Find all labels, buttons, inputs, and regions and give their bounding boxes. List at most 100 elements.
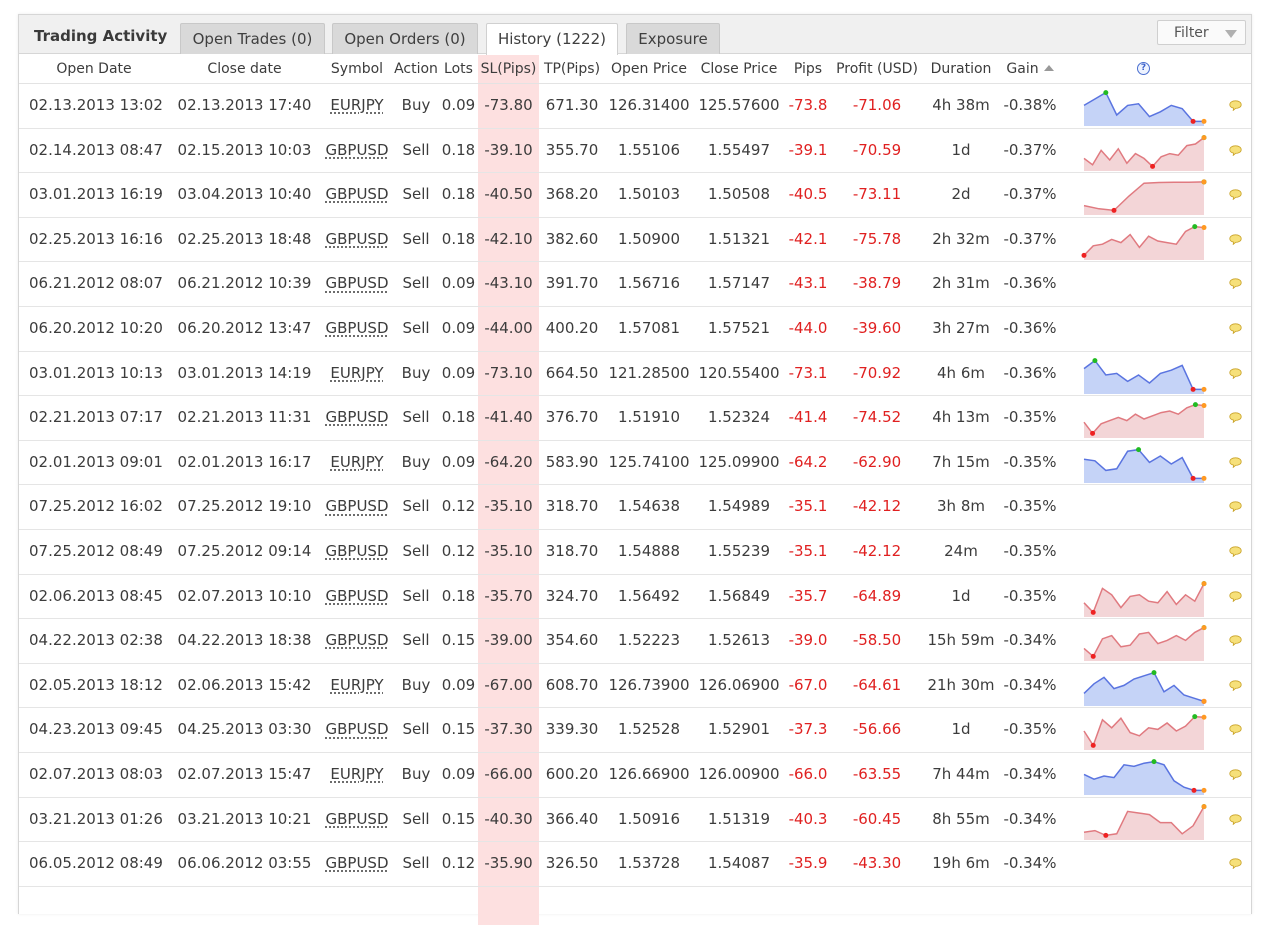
table-row[interactable]: 02.01.2013 09:01 02.01.2013 16:17 EURJPY Bu…: [19, 441, 1251, 486]
column-header-gain[interactable]: Gain: [1000, 61, 1060, 77]
table-row[interactable]: 02.05.2013 18:12 02.06.2013 15:42 EURJPY Bu…: [19, 664, 1251, 709]
gain-sparkline: [1083, 580, 1207, 617]
symbol-link[interactable]: GBPUSD: [325, 274, 389, 293]
profit-cell: -64.89: [852, 586, 902, 605]
filter-dropdown[interactable]: Filter: [1157, 20, 1246, 45]
column-header-tp[interactable]: TP(Pips): [543, 61, 601, 77]
comment-bubble-icon[interactable]: [1229, 724, 1242, 736]
comment-bubble-icon[interactable]: [1229, 412, 1242, 424]
table-row[interactable]: 06.20.2012 10:20 06.20.2012 13:47 GBPUSD Se…: [19, 307, 1251, 352]
table-row[interactable]: 02.25.2013 16:16 02.25.2013 18:48 GBPUSD Se…: [19, 218, 1251, 263]
symbol-link[interactable]: GBPUSD: [325, 185, 389, 204]
table-row[interactable]: 02.07.2013 08:03 02.07.2013 15:47 EURJPY Bu…: [19, 753, 1251, 798]
table-row[interactable]: 07.25.2012 08:49 07.25.2012 09:14 GBPUSD Se…: [19, 530, 1251, 575]
symbol-link[interactable]: EURJPY: [330, 452, 384, 471]
comment-bubble-icon[interactable]: [1229, 189, 1242, 201]
lots-cell: 0.18: [441, 408, 476, 427]
lots-cell: 0.09: [441, 319, 476, 337]
table-row[interactable]: 04.22.2013 02:38 04.22.2013 18:38 GBPUSD Se…: [19, 619, 1251, 664]
tab-open-orders[interactable]: Open Orders (0): [332, 23, 478, 54]
open-price-cell: 1.55106: [617, 140, 681, 159]
open-price-cell: 1.54888: [617, 542, 681, 560]
tab-exposure[interactable]: Exposure: [626, 23, 720, 54]
symbol-link[interactable]: EURJPY: [330, 675, 384, 694]
tab-open-trades[interactable]: Open Trades (0): [180, 23, 325, 54]
symbol-link[interactable]: GBPUSD: [325, 229, 389, 248]
tab-history[interactable]: History (1222): [486, 23, 618, 55]
comment-bubble-icon[interactable]: [1229, 680, 1242, 691]
column-header-sl[interactable]: SL(Pips): [480, 61, 537, 77]
table-row[interactable]: 02.13.2013 13:02 02.13.2013 17:40 EURJPY Bu…: [19, 84, 1251, 129]
symbol-link[interactable]: EURJPY: [330, 765, 384, 783]
table-row[interactable]: 02.21.2013 07:17 02.21.2013 11:31 GBPUSD Se…: [19, 396, 1251, 441]
table-row[interactable]: 02.14.2013 08:47 02.15.2013 10:03 GBPUSD Se…: [19, 129, 1251, 174]
column-header-duration[interactable]: Duration: [930, 61, 992, 77]
comment-bubble-icon[interactable]: [1229, 100, 1242, 111]
help-icon[interactable]: ?: [1137, 62, 1150, 75]
gain-sparkline: [1083, 402, 1207, 439]
sparkline-min-point: [1150, 163, 1156, 169]
gain-cell: -0.37%: [1003, 185, 1057, 204]
comment-bubble-icon[interactable]: [1229, 635, 1242, 647]
column-header-profit[interactable]: Profit (USD): [836, 61, 918, 77]
open-date-cell: 02.25.2013 16:16: [29, 229, 163, 248]
table-row[interactable]: 03.21.2013 01:26 03.21.2013 10:21 GBPUSD Se…: [19, 798, 1251, 843]
symbol-link[interactable]: EURJPY: [330, 363, 384, 382]
symbol-link[interactable]: GBPUSD: [325, 319, 389, 337]
gain-cell: -0.34%: [1003, 854, 1057, 873]
column-header-close-date[interactable]: Close date: [207, 61, 282, 77]
column-header-close-price[interactable]: Close Price: [700, 61, 778, 77]
comment-bubble-icon[interactable]: [1229, 769, 1242, 780]
comment-bubble-icon[interactable]: [1229, 367, 1242, 379]
action-cell: Sell: [402, 274, 430, 293]
symbol-link[interactable]: EURJPY: [330, 96, 384, 114]
table-row[interactable]: 02.06.2013 08:45 02.07.2013 10:10 GBPUSD Se…: [19, 575, 1251, 620]
column-header-lots[interactable]: Lots: [444, 61, 473, 77]
comment-bubble-icon[interactable]: [1229, 546, 1242, 557]
column-header-open-date[interactable]: Open Date: [56, 61, 132, 77]
symbol-link[interactable]: GBPUSD: [325, 854, 389, 873]
lots-cell: 0.15: [441, 631, 476, 650]
symbol-link[interactable]: GBPUSD: [325, 631, 389, 650]
filter-label: Filter: [1174, 25, 1209, 41]
comment-bubble-icon[interactable]: [1229, 813, 1242, 825]
symbol-link[interactable]: GBPUSD: [325, 720, 389, 739]
table-row[interactable]: 07.25.2012 16:02 07.25.2012 19:10 GBPUSD Se…: [19, 485, 1251, 530]
sparkline-end-point: [1201, 715, 1207, 721]
close-price-cell: 125.57600: [698, 96, 780, 114]
duration-cell: 2h 31m: [932, 274, 990, 293]
action-cell: Sell: [402, 631, 430, 650]
lots-cell: 0.12: [441, 497, 476, 516]
comment-bubble-icon[interactable]: [1229, 501, 1242, 513]
comment-bubble-icon[interactable]: [1229, 278, 1242, 290]
sparkline-min-point: [1190, 386, 1196, 392]
comment-bubble-icon[interactable]: [1229, 457, 1242, 468]
duration-cell: 2d: [951, 185, 971, 204]
table-row[interactable]: 04.23.2013 09:45 04.25.2013 03:30 GBPUSD Se…: [19, 708, 1251, 753]
symbol-link[interactable]: GBPUSD: [325, 809, 389, 828]
table-row[interactable]: 03.01.2013 16:19 03.04.2013 10:40 GBPUSD Se…: [19, 173, 1251, 218]
sparkline-end-point: [1201, 134, 1207, 140]
column-header-open-price[interactable]: Open Price: [611, 61, 687, 77]
column-header-action[interactable]: Action: [394, 61, 438, 77]
table-row[interactable]: 06.05.2012 08:49 06.06.2012 03:55 GBPUSD Se…: [19, 842, 1251, 887]
column-header-pips[interactable]: Pips: [793, 61, 823, 77]
sparkline-end-point: [1201, 118, 1207, 124]
symbol-link[interactable]: GBPUSD: [325, 586, 389, 605]
lots-cell: 0.09: [441, 96, 476, 114]
column-header-symbol[interactable]: Symbol: [330, 61, 384, 77]
comment-bubble-icon[interactable]: [1229, 858, 1242, 870]
comment-bubble-icon[interactable]: [1229, 590, 1242, 602]
pips-cell: -73.1: [788, 363, 828, 382]
tp-cell: 671.30: [545, 96, 599, 114]
symbol-link[interactable]: GBPUSD: [325, 542, 389, 560]
comment-bubble-icon[interactable]: [1229, 144, 1242, 156]
table-row[interactable]: 06.21.2012 08:07 06.21.2012 10:39 GBPUSD Se…: [19, 262, 1251, 307]
symbol-link[interactable]: GBPUSD: [325, 497, 389, 516]
sl-cell: -44.00: [484, 319, 533, 337]
comment-bubble-icon[interactable]: [1229, 234, 1242, 245]
symbol-link[interactable]: GBPUSD: [325, 140, 389, 159]
symbol-link[interactable]: GBPUSD: [325, 408, 389, 427]
table-row[interactable]: 03.01.2013 10:13 03.01.2013 14:19 EURJPY Bu…: [19, 352, 1251, 397]
comment-bubble-icon[interactable]: [1229, 323, 1242, 334]
